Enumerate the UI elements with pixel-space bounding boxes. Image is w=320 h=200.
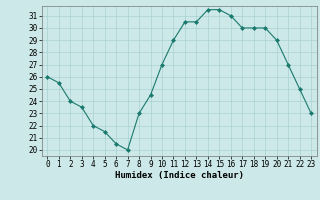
X-axis label: Humidex (Indice chaleur): Humidex (Indice chaleur) [115, 171, 244, 180]
